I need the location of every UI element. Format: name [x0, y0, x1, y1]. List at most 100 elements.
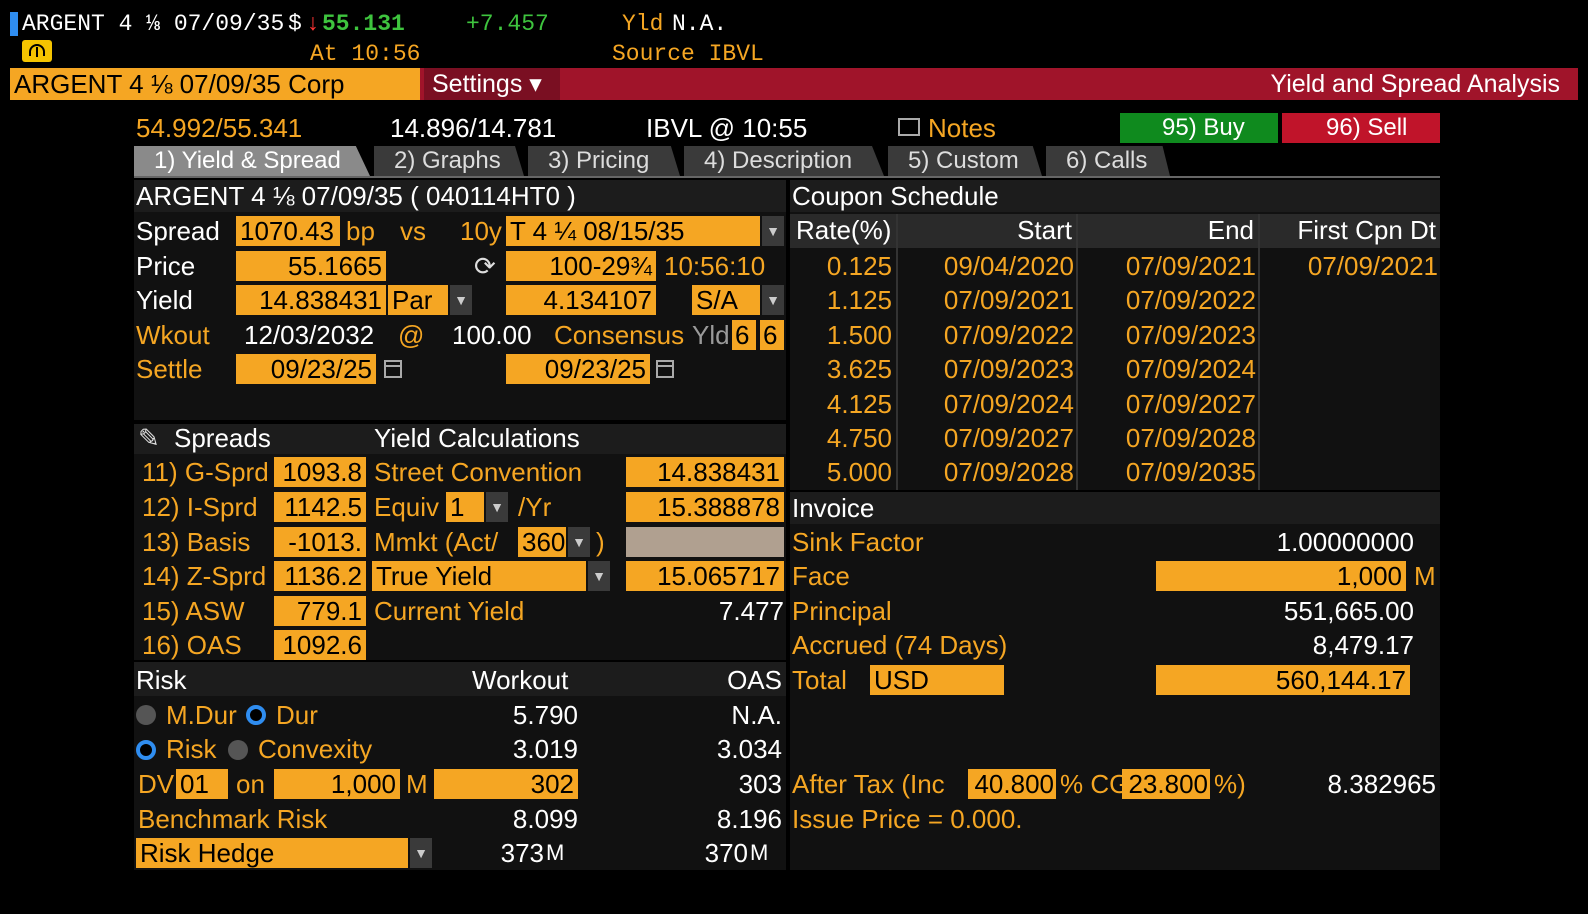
tab-underline [134, 176, 1440, 178]
coupon-start: 07/09/2022 [943, 320, 1074, 350]
tab-pricing[interactable]: 3) Pricing [528, 146, 680, 176]
risk-hedge-dropdown-icon[interactable]: ▼ [410, 838, 432, 868]
buy-button[interactable]: 95) Buy [1120, 113, 1278, 143]
bid-ask-price: 54.992/55.341 [136, 113, 303, 143]
dur-radio[interactable] [246, 705, 266, 725]
street-convention-label: Street Convention [374, 457, 583, 487]
dv-face-input[interactable]: 1,000 [274, 769, 400, 799]
spread-item-label[interactable]: 14) Z-Sprd [142, 561, 267, 591]
pencil-icon[interactable]: ✎ [138, 423, 160, 453]
spread-item-label[interactable]: 11) G-Sprd [142, 457, 269, 487]
equiv-label: Equiv [374, 492, 440, 522]
accrued-label: Accrued (74 Days) [792, 630, 1008, 660]
coupon-start: 07/09/2024 [943, 389, 1074, 419]
equiv-per: /Yr [518, 492, 552, 522]
sink-factor-label: Sink Factor [792, 527, 924, 557]
ticker-change: +7.457 [466, 11, 549, 37]
coupon-end: 07/09/2035 [1125, 457, 1256, 487]
mdur-radio[interactable] [136, 705, 156, 725]
yield-type-dropdown-icon[interactable]: ▼ [450, 285, 472, 315]
bench-settle-input[interactable]: 09/23/25 [506, 354, 650, 384]
bench-freq-dropdown-icon[interactable]: ▼ [762, 285, 784, 315]
security-input[interactable]: ARGENT 4 ⅛ 07/09/35 Corp [10, 68, 420, 100]
bench-freq-select[interactable]: S/A [692, 285, 760, 315]
tab-yield-spread[interactable]: 1) Yield & Spread [134, 146, 370, 176]
ticker-source: Source IBVL [612, 41, 764, 67]
hedge-oas: 370 [704, 838, 748, 868]
coupon-rate: 5.000 [826, 457, 892, 487]
ticker-security: ARGENT 4 ⅛ 07/09/35 [22, 11, 285, 37]
true-yield-select[interactable]: True Yield [372, 561, 586, 591]
mmkt-basis-select[interactable]: 360 [518, 527, 566, 557]
spreads-header: Spreads [174, 423, 271, 453]
face-label: Face [792, 561, 850, 591]
wkout-label: Wkout [136, 320, 210, 350]
convexity-radio[interactable] [228, 740, 248, 760]
dv-input[interactable]: 01 [176, 769, 228, 799]
settle-input[interactable]: 09/23/25 [236, 354, 376, 384]
tab-calls[interactable]: 6) Calls [1046, 146, 1170, 176]
notes-icon[interactable] [898, 118, 920, 136]
consensus-label: Consensus [554, 320, 685, 350]
yield-type-select[interactable]: Par [388, 285, 448, 315]
spread-item-value: 1092.6 [274, 630, 366, 660]
benchmark-dropdown-icon[interactable]: ▼ [762, 216, 784, 246]
settings-button[interactable]: Settings ▾ [424, 68, 560, 100]
coupon-rate: 1.500 [826, 320, 892, 350]
principal-label: Principal [792, 596, 892, 626]
gauge-icon[interactable] [22, 40, 52, 62]
income-tax-input[interactable]: 40.800 [968, 769, 1056, 799]
consensus-b-input[interactable]: 6 [760, 320, 784, 350]
source-time: IBVL @ 10:55 [646, 113, 808, 143]
tab-description[interactable]: 4) Description [684, 146, 884, 176]
coupon-rate: 3.625 [826, 354, 892, 384]
mmkt-basis-dropdown-icon[interactable]: ▼ [568, 527, 590, 557]
spread-item-label[interactable]: 16) OAS [142, 630, 242, 660]
spread-input[interactable]: 1070.43 [236, 216, 340, 246]
refresh-icon[interactable]: ⟳ [474, 251, 496, 281]
equiv-freq-dropdown-icon[interactable]: ▼ [486, 492, 508, 522]
bench-settle-calendar-icon[interactable] [656, 360, 674, 383]
wkout-at: @ [398, 320, 425, 350]
consensus-a-input[interactable]: 6 [732, 320, 756, 350]
yield-input[interactable]: 14.838431 [236, 285, 386, 315]
down-arrow-icon: ↓ [306, 11, 320, 37]
spread-item-label[interactable]: 13) Basis [142, 527, 251, 557]
risk-radio[interactable] [136, 740, 156, 760]
price-label: Price [136, 251, 196, 281]
wkout-date[interactable]: 12/03/2032 [244, 320, 375, 350]
dur-workout: 5.790 [512, 700, 578, 730]
sell-button[interactable]: 96) Sell [1282, 113, 1440, 143]
coupon-first: 07/09/2021 [1307, 251, 1438, 281]
face-input[interactable]: 1,000 [1156, 561, 1406, 591]
accrued-value: 8,479.17 [1312, 630, 1414, 660]
true-yield-dropdown-icon[interactable]: ▼ [588, 561, 610, 591]
tab-custom[interactable]: 5) Custom [888, 146, 1042, 176]
hedge-oas-unit: M [750, 840, 769, 865]
price-input[interactable]: 55.1665 [236, 251, 386, 281]
equiv-value: 15.388878 [626, 492, 784, 522]
cg-tax-input[interactable]: 23.800 [1122, 769, 1210, 799]
bid-ask-yield: 14.896/14.781 [390, 113, 557, 143]
ticker-price: 55.131 [322, 11, 405, 37]
coupon-col-header-bar [790, 214, 1440, 248]
spread-item-label[interactable]: 15) ASW [142, 596, 245, 626]
coupon-end: 07/09/2021 [1125, 251, 1256, 281]
bench-yield-input[interactable]: 4.134107 [506, 285, 656, 315]
invoice-header-bar [790, 492, 1440, 524]
dv-label: DV [138, 769, 175, 799]
equiv-freq-select[interactable]: 1 [446, 492, 484, 522]
bench-price-input[interactable]: 100-29¾ [506, 251, 656, 281]
tab-graphs[interactable]: 2) Graphs [374, 146, 524, 176]
calc-header: ARGENT 4 ⅛ 07/09/35 ( 040114HT0 ) [136, 181, 576, 211]
benchmark-select[interactable]: T 4 ¼ 08/15/35 [506, 216, 760, 246]
spread-item-value: 1093.8 [274, 457, 366, 487]
notes-link[interactable]: Notes [928, 113, 996, 143]
settle-calendar-icon[interactable] [384, 360, 402, 383]
total-currency-input[interactable]: USD [870, 665, 1004, 695]
coupon-start: 07/09/2027 [943, 423, 1074, 453]
risk-hedge-select[interactable]: Risk Hedge [136, 838, 408, 868]
mmkt-close: ) [596, 527, 605, 557]
spread-item-label[interactable]: 12) I-Sprd [142, 492, 258, 522]
coupon-rate: 4.750 [826, 423, 892, 453]
